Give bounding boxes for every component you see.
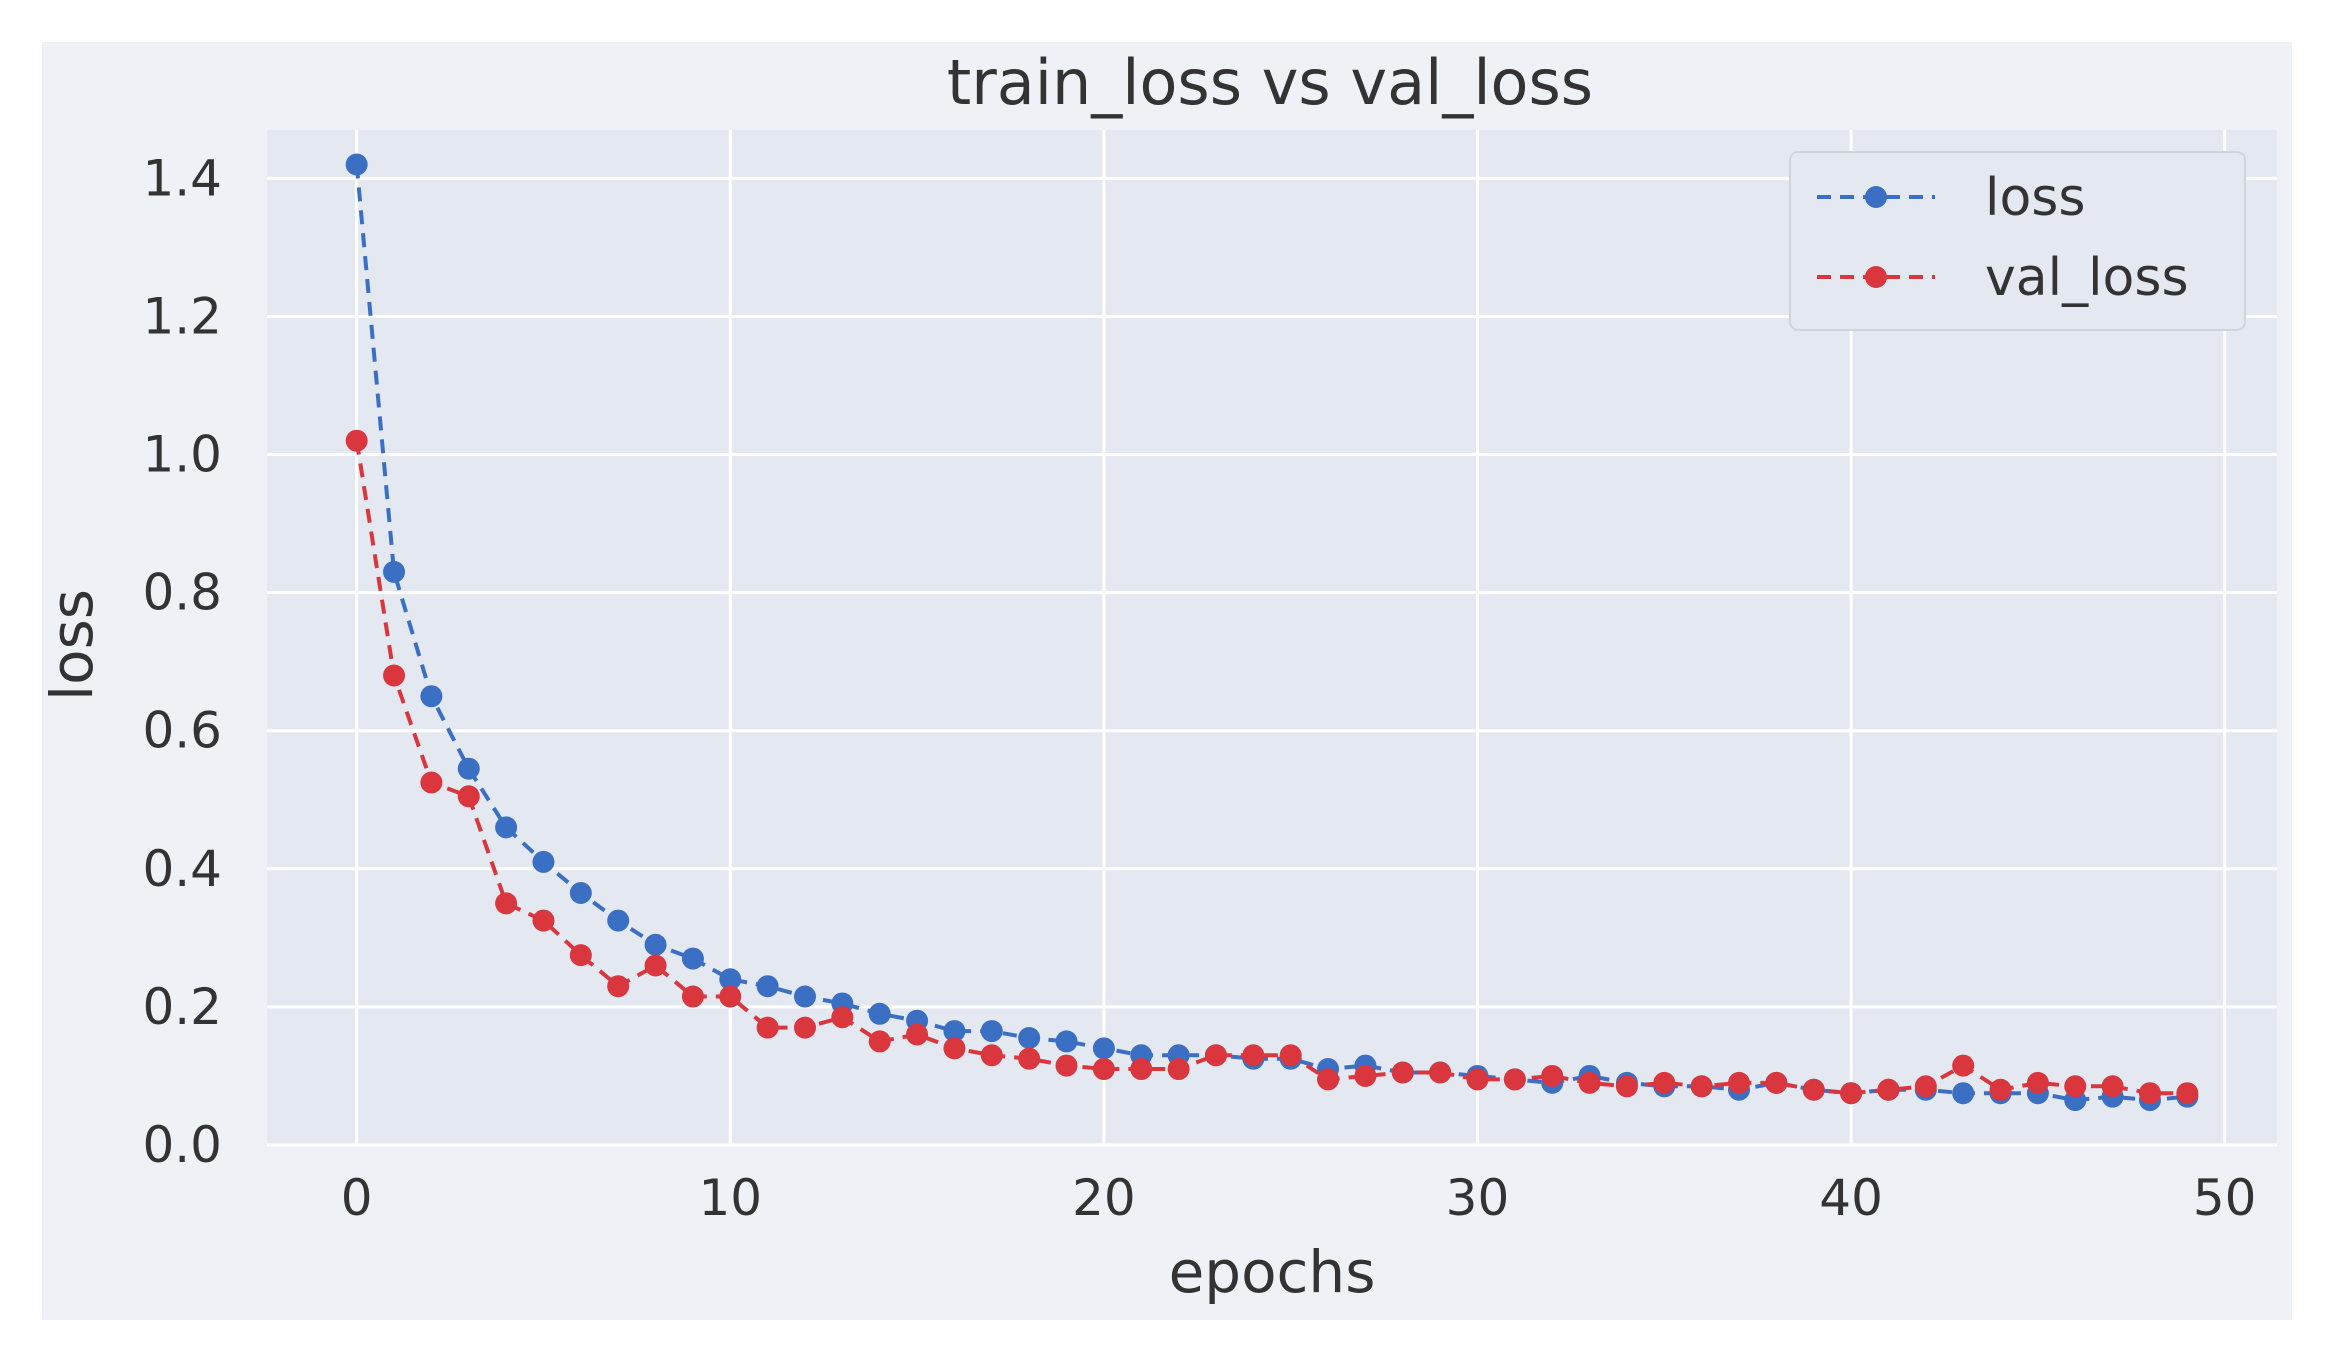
data-point: [607, 975, 630, 998]
legend: loss val_loss: [1789, 151, 2246, 331]
data-point: [1877, 1078, 1900, 1101]
legend-label: loss: [1985, 168, 2085, 228]
data-point: [1728, 1071, 1751, 1094]
data-point: [1018, 1026, 1041, 1049]
data-point: [457, 757, 480, 780]
data-point: [943, 1020, 966, 1043]
data-point: [345, 153, 368, 176]
data-point: [793, 985, 816, 1008]
data-point: [420, 771, 443, 794]
data-point: [1765, 1071, 1788, 1094]
data-point: [831, 1006, 854, 1029]
data-point: [756, 975, 779, 998]
data-point: [1653, 1071, 1676, 1094]
data-point: [1914, 1075, 1937, 1098]
data-point: [2026, 1071, 2049, 1094]
data-point: [383, 560, 406, 583]
data-point: [1952, 1054, 1975, 1077]
data-point: [345, 429, 368, 452]
data-point: [1989, 1078, 2012, 1101]
data-point: [607, 909, 630, 932]
data-point: [681, 947, 704, 970]
data-point: [1204, 1044, 1227, 1067]
data-point: [1615, 1075, 1638, 1098]
data-point: [1242, 1044, 1265, 1067]
legend-item-val-loss: val_loss: [1817, 248, 2189, 308]
data-point: [1354, 1064, 1377, 1087]
x-tick-label: 20: [1072, 1169, 1136, 1227]
data-point: [943, 1037, 966, 1060]
data-point: [1317, 1068, 1340, 1091]
data-point: [420, 685, 443, 708]
data-point: [495, 892, 518, 915]
data-point: [2064, 1075, 2087, 1098]
data-point: [719, 968, 742, 991]
data-point: [868, 1002, 891, 1025]
data-point: [457, 785, 480, 808]
data-point: [681, 985, 704, 1008]
tick-labels: 0 10 20 30 40 50 0.0 0.2 0.4 0.6 0.8 1.0 1.2 1.4: [142, 149, 2256, 1227]
x-axis-label: epochs: [1169, 1238, 1376, 1306]
data-point: [1130, 1058, 1153, 1081]
data-point: [1055, 1054, 1078, 1077]
legend-marker: [1865, 266, 1887, 288]
data-point: [644, 954, 667, 977]
data-point: [1018, 1047, 1041, 1070]
data-point: [644, 933, 667, 956]
data-point: [383, 664, 406, 687]
y-axis-label: loss: [38, 589, 106, 701]
y-tick-label: 1.0: [142, 426, 222, 484]
data-point: [793, 1016, 816, 1039]
legend-marker: [1865, 186, 1887, 208]
data-point: [1055, 1030, 1078, 1053]
data-point: [756, 1016, 779, 1039]
data-point: [569, 881, 592, 904]
data-point: [1503, 1068, 1526, 1091]
data-point: [1429, 1061, 1452, 1084]
data-point: [532, 909, 555, 932]
data-point: [2138, 1082, 2161, 1105]
data-point: [1391, 1061, 1414, 1084]
data-point: [719, 985, 742, 1008]
y-tick-label: 0.8: [142, 564, 222, 622]
data-point: [868, 1030, 891, 1053]
data-point: [1092, 1058, 1115, 1081]
data-point: [532, 850, 555, 873]
y-tick-label: 0.0: [142, 1116, 222, 1174]
x-tick-label: 40: [1819, 1169, 1883, 1227]
data-point: [1092, 1037, 1115, 1060]
data-point: [495, 816, 518, 839]
y-tick-label: 0.4: [142, 840, 222, 898]
x-tick-label: 50: [2193, 1169, 2257, 1227]
data-point: [2176, 1082, 2199, 1105]
data-point: [569, 944, 592, 967]
data-point: [1690, 1075, 1713, 1098]
data-point: [980, 1020, 1003, 1043]
data-point: [1578, 1071, 1601, 1094]
data-point: [1802, 1078, 1825, 1101]
chart-title: train_loss vs val_loss: [947, 46, 1593, 119]
legend-item-loss: loss: [1817, 168, 2085, 228]
data-point: [2101, 1075, 2124, 1098]
y-tick-label: 0.6: [142, 702, 222, 760]
data-point: [1840, 1082, 1863, 1105]
data-point: [1952, 1082, 1975, 1105]
data-point: [980, 1044, 1003, 1067]
y-tick-label: 1.4: [142, 149, 222, 207]
x-tick-label: 10: [698, 1169, 762, 1227]
data-point: [1279, 1044, 1302, 1067]
legend-label: val_loss: [1985, 248, 2189, 308]
y-tick-label: 1.2: [142, 287, 222, 345]
y-tick-label: 0.2: [142, 978, 222, 1036]
data-point: [1167, 1058, 1190, 1081]
data-point: [1466, 1068, 1489, 1091]
series-val-loss: [345, 429, 2199, 1105]
x-tick-label: 30: [1446, 1169, 1510, 1227]
legend-box: [1789, 151, 2246, 331]
x-tick-label: 0: [341, 1169, 373, 1227]
data-point: [1541, 1064, 1564, 1087]
series-layer: [345, 153, 2199, 1112]
data-point: [906, 1023, 929, 1046]
